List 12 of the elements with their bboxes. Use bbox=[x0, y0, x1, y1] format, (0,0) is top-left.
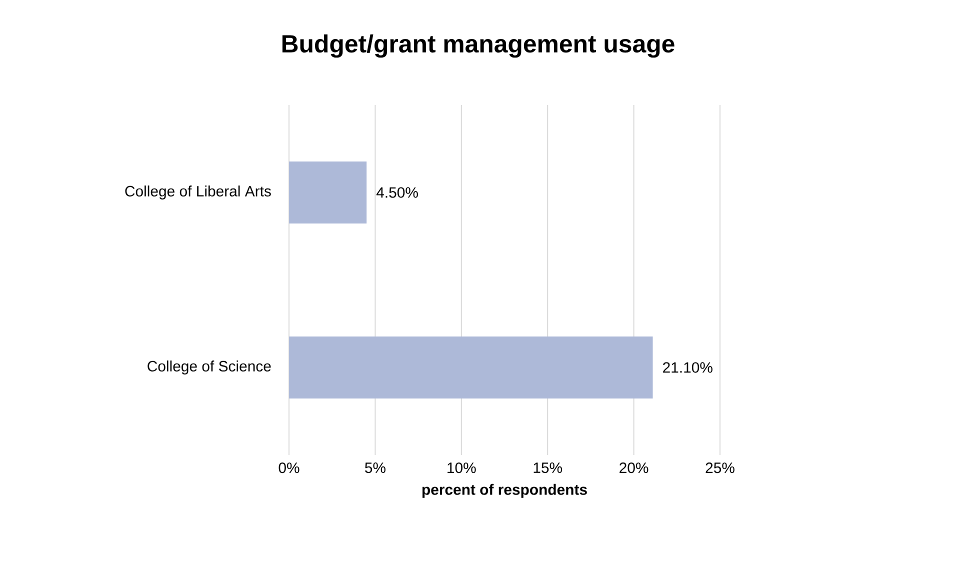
data-label: 21.10% bbox=[663, 362, 712, 373]
y-tick-label: College of Science bbox=[148, 360, 271, 374]
x-tick-label: 5% bbox=[365, 462, 386, 474]
x-tick-label: 20% bbox=[620, 462, 648, 474]
x-tick-label: 15% bbox=[534, 462, 562, 474]
x-tick-label: 25% bbox=[706, 462, 734, 474]
x-axis-title: percent of respondents bbox=[422, 484, 587, 498]
x-tick-label: 0% bbox=[278, 462, 300, 474]
y-tick-label: College of Liberal Arts bbox=[125, 186, 271, 200]
x-tick-label: 10% bbox=[448, 462, 476, 474]
chart-title: Budget/grant management usage bbox=[282, 34, 674, 58]
data-label: 4.50% bbox=[376, 187, 418, 198]
